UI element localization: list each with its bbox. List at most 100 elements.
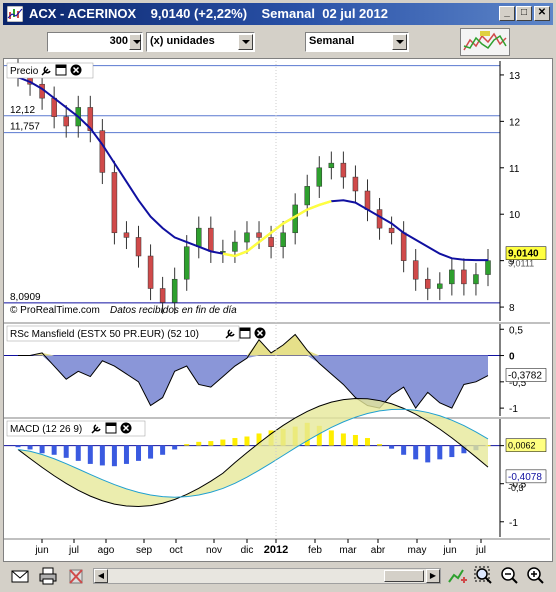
rsc-panel-title: RSc Mansfield (ESTX 50 PR.EUR) (52 10) <box>10 329 199 340</box>
close-panel-x <box>122 424 130 432</box>
rsc-tick-label: 0 <box>509 352 515 363</box>
panel-controls[interactable] <box>41 64 82 76</box>
macd-histogram-bar <box>136 445 142 461</box>
candle <box>473 274 479 285</box>
macd-hist-value: 0,0062 <box>508 441 536 451</box>
macd-histogram-bar <box>51 445 57 455</box>
title-bar[interactable]: ACX - ACERINOX 9,0140 (+2,22%) Semanal 0… <box>3 3 553 25</box>
close-button[interactable]: ✕ <box>534 6 550 21</box>
close-panel-x <box>72 66 80 74</box>
chart-area[interactable]: 13 12 11 10 9 8 12,12 11,757 8,0909 9,0140 9,0111 ©… <box>3 58 553 562</box>
email-icon[interactable] <box>9 566 31 586</box>
candle <box>340 162 347 178</box>
minimize-button[interactable]: _ <box>499 6 515 21</box>
macd-histogram-bar <box>461 445 467 454</box>
chevron-down-icon[interactable] <box>238 34 253 50</box>
rsc-tick-label: -0,5 <box>509 378 527 389</box>
wrench-icon <box>91 424 101 434</box>
x-tick-label: abr <box>371 545 386 556</box>
macd-histogram-bar <box>75 445 81 461</box>
candle <box>220 251 226 253</box>
candle <box>87 107 94 131</box>
candle <box>99 130 106 173</box>
window-icon-bar <box>106 423 116 426</box>
candle <box>268 237 274 247</box>
watermark: © ProRealTime.com <box>10 305 100 316</box>
x-tick-label: 2012 <box>264 544 288 556</box>
price-tick-label: 10 <box>509 210 521 221</box>
candle <box>63 116 69 127</box>
price-tick-label: 13 <box>509 71 521 82</box>
candle <box>485 260 491 275</box>
price-panel-header <box>6 62 94 79</box>
scroll-left-button[interactable]: ◀ <box>94 569 108 583</box>
candle <box>449 269 455 285</box>
macd-histogram-bar <box>389 445 395 449</box>
macd-histogram-bar <box>184 444 190 446</box>
x-tick-label: mar <box>339 545 357 556</box>
macd-histogram-bar <box>160 445 166 455</box>
period-select[interactable]: Semanal <box>305 32 409 52</box>
rsc-tick-label: 0,5 <box>509 325 523 336</box>
status-bar: ◀ ▶ <box>3 563 553 589</box>
price-panel-bg <box>4 61 550 321</box>
candle <box>316 167 323 187</box>
zoom-area-icon[interactable] <box>473 566 495 586</box>
macd-tick-label: -1 <box>509 518 518 529</box>
panel-controls[interactable] <box>91 422 132 434</box>
window-icon-bar <box>240 328 250 331</box>
indicators-button[interactable] <box>460 28 510 56</box>
x-tick-label: feb <box>308 545 322 556</box>
macd-histogram-bar <box>220 439 226 446</box>
candle <box>196 227 202 247</box>
wrench-icon <box>41 66 51 76</box>
candle <box>111 172 118 234</box>
candle <box>256 232 262 238</box>
x-tick-label: dic <box>241 545 254 556</box>
price-tick-label: 8 <box>509 303 515 314</box>
x-tick-label: jun <box>442 545 456 556</box>
macd-histogram-bar <box>316 425 322 446</box>
price-tick-label: 11 <box>509 164 520 175</box>
app-chart-icon <box>7 6 23 22</box>
candle <box>51 97 57 117</box>
delete-chart-icon[interactable] <box>65 566 87 586</box>
macd-line <box>17 397 489 508</box>
zoom-out-icon[interactable] <box>499 566 521 586</box>
maximize-button[interactable]: □ <box>516 6 532 21</box>
scroll-right-button[interactable]: ▶ <box>426 569 440 583</box>
units-select[interactable]: (x) unidades <box>146 32 255 52</box>
last-price-label: 9,0140 <box>508 249 539 260</box>
macd-histogram-bar <box>208 441 214 446</box>
macd-histogram-bar <box>172 445 178 450</box>
units-spinner[interactable] <box>129 34 141 50</box>
macd-tick-label: -0,5 <box>509 480 527 491</box>
macd-histogram-bar <box>256 433 262 446</box>
x-tick-label: jul <box>475 545 486 556</box>
candle <box>364 190 371 210</box>
price-tick-label: 9 <box>509 257 515 268</box>
macd-line-badge <box>505 469 547 484</box>
time-scrollbar[interactable]: ◀ ▶ <box>93 568 441 584</box>
wrench-icon <box>225 329 235 339</box>
units-input[interactable]: 300 <box>47 32 143 52</box>
units-value: 300 <box>109 35 128 47</box>
macd-histogram-bar <box>401 445 407 455</box>
candle <box>183 246 190 280</box>
macd-histogram-bar <box>413 445 419 460</box>
chevron-down-icon[interactable] <box>392 34 407 50</box>
scroll-thumb[interactable] <box>384 570 424 582</box>
candle <box>280 232 286 247</box>
rsc-value-badge <box>505 368 547 382</box>
candle <box>135 237 142 257</box>
candle <box>424 278 431 289</box>
period-label: Semanal <box>309 35 355 47</box>
zoom-in-icon[interactable] <box>525 566 547 586</box>
macd-histogram-bar <box>39 445 45 454</box>
print-icon[interactable] <box>37 566 59 586</box>
macd-band <box>18 398 488 507</box>
panel-controls[interactable] <box>225 327 266 339</box>
add-indicator-icon[interactable] <box>447 566 469 586</box>
macd-histogram-bar <box>340 433 346 446</box>
